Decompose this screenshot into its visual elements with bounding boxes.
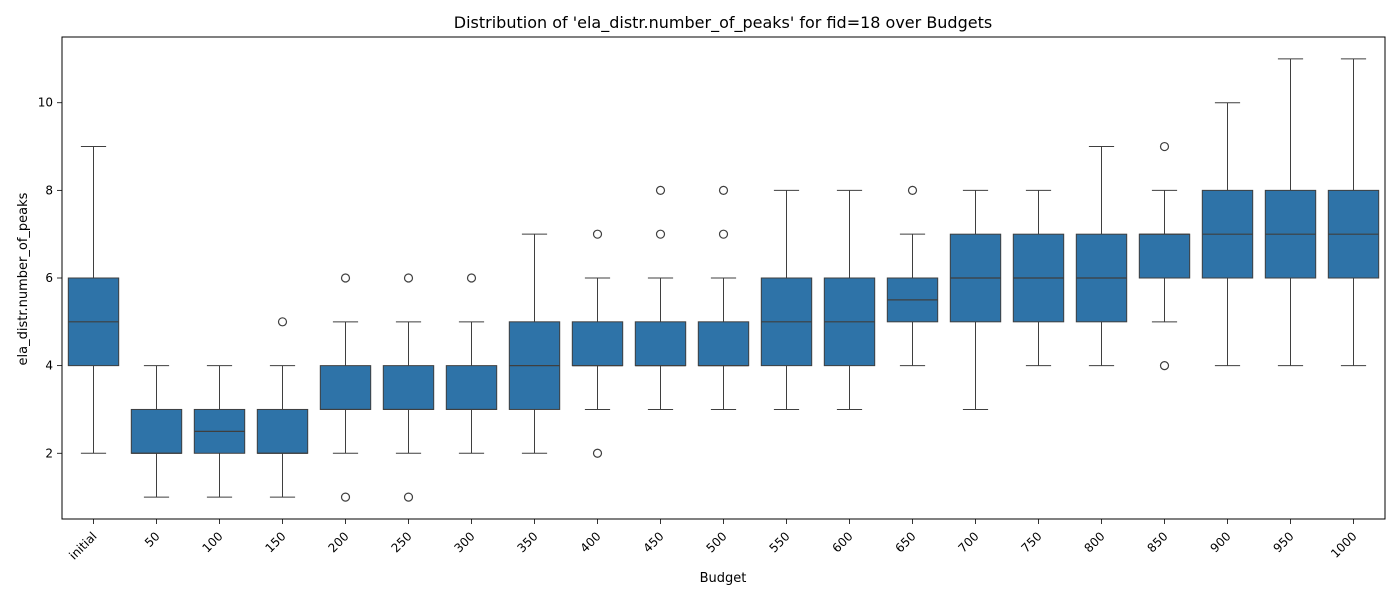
plot-frame xyxy=(61,36,1386,520)
x-tick-label: 1000 xyxy=(1328,529,1359,560)
y-tick-label: 2 xyxy=(45,446,53,460)
y-tick-label: 6 xyxy=(45,271,53,285)
x-tick-label: 500 xyxy=(704,529,730,555)
box xyxy=(256,408,309,454)
outlier-point xyxy=(1159,141,1170,152)
outlier-point xyxy=(340,492,351,502)
box xyxy=(382,365,435,410)
x-tick-label: 850 xyxy=(1145,529,1171,555)
y-tick-label: 10 xyxy=(38,96,53,110)
x-tick-label: 800 xyxy=(1082,529,1108,555)
x-axis-label: Budget xyxy=(700,571,747,586)
x-tick-label: 600 xyxy=(830,529,856,555)
box xyxy=(571,321,624,367)
outlier-point xyxy=(655,185,666,195)
x-tick-label: 950 xyxy=(1271,529,1297,555)
box xyxy=(634,321,687,367)
outlier-point xyxy=(340,273,351,283)
x-tick-label: 300 xyxy=(452,529,478,555)
box xyxy=(319,365,372,410)
x-tick-label: 50 xyxy=(142,529,163,550)
outlier-point xyxy=(592,229,603,239)
plot-area: 2 4 6 8 10 initial 50 100 150 200 250 300 350 400 450 5… xyxy=(38,36,1386,562)
outlier-point xyxy=(277,317,288,327)
x-tick-label: 900 xyxy=(1208,529,1234,555)
x-tick-label: 100 xyxy=(200,529,226,555)
outlier-point xyxy=(403,273,414,283)
box xyxy=(130,408,183,454)
x-tick-label: 400 xyxy=(578,529,604,555)
x-tick-label: 250 xyxy=(389,529,415,555)
outlier-point xyxy=(403,492,414,502)
x-tick-label: 750 xyxy=(1019,529,1045,555)
y-axis-label: ela_distr.number_of_peaks xyxy=(16,192,31,365)
y-tick-label: 4 xyxy=(45,359,53,373)
x-tick-label: 350 xyxy=(515,529,541,555)
box xyxy=(697,321,750,367)
x-tick-label: 650 xyxy=(893,529,919,555)
chart-title: Distribution of 'ela_distr.number_of_pea… xyxy=(454,13,992,33)
x-tick-label: 200 xyxy=(326,529,352,555)
x-tick-label: 700 xyxy=(956,529,982,555)
outlier-point xyxy=(718,229,729,239)
outlier-point xyxy=(907,185,918,195)
box xyxy=(1138,233,1191,279)
x-tick-label: 150 xyxy=(263,529,289,555)
x-tick-label: 450 xyxy=(641,529,667,555)
outlier-point xyxy=(655,229,666,239)
x-tick-label: initial xyxy=(66,529,99,562)
outlier-point xyxy=(1159,361,1170,371)
box xyxy=(445,365,498,410)
outlier-point xyxy=(718,185,729,195)
x-tick-label: 550 xyxy=(767,529,793,555)
y-tick-label: 8 xyxy=(45,183,53,197)
outlier-point xyxy=(592,448,603,458)
outlier-point xyxy=(466,273,477,283)
